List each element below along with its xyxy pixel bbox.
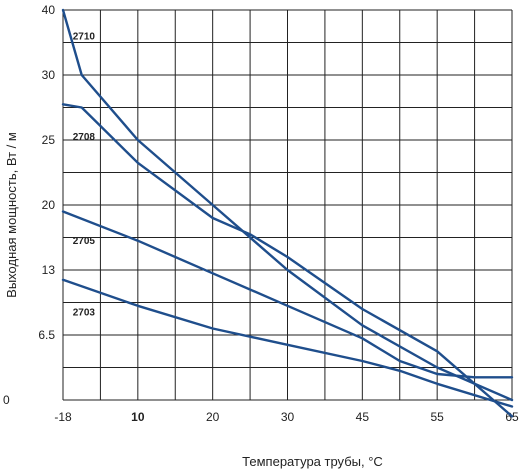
x-axis-title: Температура трубы, °C [242, 454, 383, 469]
series-labels: 2710 2708 2705 2703 [73, 31, 96, 318]
series-label-2708: 2708 [73, 132, 96, 143]
series-line-2710 [61, 8, 514, 402]
y-tick-label: 25 [42, 133, 56, 147]
grid [62, 9, 513, 401]
x-tick-label: 20 [206, 410, 220, 424]
x-tick-label: 10 [131, 410, 145, 424]
y-tick-label: 6.5 [38, 328, 55, 342]
y-axis-title: Выходная мощность, Вт / м [4, 132, 19, 298]
series-line-2708 [61, 103, 514, 418]
y-tick-label: 20 [42, 198, 56, 212]
x-tick-label: 30 [281, 410, 295, 424]
series-line-2705 [61, 210, 514, 379]
series-line-2703 [61, 278, 514, 408]
series-label-2703: 2703 [73, 308, 96, 319]
series-label-2705: 2705 [73, 236, 96, 247]
y-tick-label: 30 [42, 68, 56, 82]
x-tick-label: 55 [430, 410, 444, 424]
series-lines [61, 8, 514, 418]
x-tick-label: 45 [356, 410, 370, 424]
y-tick-label: 40 [42, 3, 56, 17]
series-label-2710: 2710 [73, 31, 96, 42]
x-tick-label: -18 [54, 410, 72, 424]
y-tick-label: 13 [42, 263, 56, 277]
y-tick-label: 0 [3, 393, 10, 407]
